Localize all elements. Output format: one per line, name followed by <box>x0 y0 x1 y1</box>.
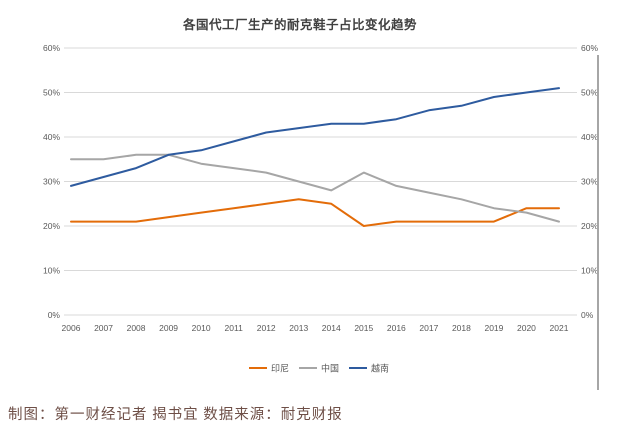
line-chart-svg: 0% 0% 10% 10% 20% 20% 30% 30% 40% 40% 50% 50% 60% 60%… <box>43 43 598 374</box>
series-line-indonesia <box>70 198 560 227</box>
source-caption: 制图：第一财经记者 揭书宜 数据来源：耐克财报 <box>8 407 343 423</box>
y-axis-tick-left: 20% <box>43 221 60 231</box>
y-axis-tick-right: 20% <box>581 221 598 231</box>
legend-label-indonesia: 印尼 <box>271 363 289 374</box>
x-axis-tick: 2011 <box>225 323 244 333</box>
y-axis-tick-left: 0% <box>48 310 61 320</box>
x-axis-tick: 2013 <box>289 323 308 333</box>
x-axis-tick: 2012 <box>257 323 276 333</box>
x-axis-tick: 2007 <box>94 323 113 333</box>
y-axis-tick-left: 10% <box>43 266 60 276</box>
y-axis-tick-right: 10% <box>581 266 598 276</box>
y-axis-tick-left: 30% <box>43 177 60 187</box>
y-axis-tick-left: 50% <box>43 88 60 98</box>
chart-title: 各国代工厂生产的耐克鞋子占比变化趋势 <box>182 18 417 32</box>
x-axis-tick: 2015 <box>354 323 373 333</box>
x-axis-tick: 2006 <box>62 323 81 333</box>
y-axis-tick-right: 30% <box>581 177 598 187</box>
x-axis-tick: 2014 <box>322 323 341 333</box>
x-axis-tick: 2017 <box>419 323 438 333</box>
series-line-china <box>70 153 560 223</box>
x-axis-tick: 2016 <box>387 323 406 333</box>
x-axis-tick: 2020 <box>517 323 536 333</box>
y-axis-tick-right: 40% <box>581 132 598 142</box>
x-axis-tick: 2021 <box>550 323 569 333</box>
y-axis-tick-right: 50% <box>581 88 598 98</box>
x-axis-tick: 2008 <box>127 323 146 333</box>
y-axis-tick-left: 40% <box>43 132 60 142</box>
y-axis-tick-right: 0% <box>581 310 594 320</box>
x-axis-tick: 2019 <box>484 323 503 333</box>
legend-label-china: 中国 <box>321 363 339 374</box>
series-line-vietnam <box>70 87 560 187</box>
x-axis-tick: 2010 <box>192 323 211 333</box>
x-axis-tick: 2009 <box>159 323 178 333</box>
y-axis-tick-left: 60% <box>43 43 60 53</box>
y-axis-tick-right: 60% <box>581 43 598 53</box>
x-axis-tick: 2018 <box>452 323 471 333</box>
legend-label-vietnam: 越南 <box>371 363 389 374</box>
right-divider <box>597 55 599 390</box>
